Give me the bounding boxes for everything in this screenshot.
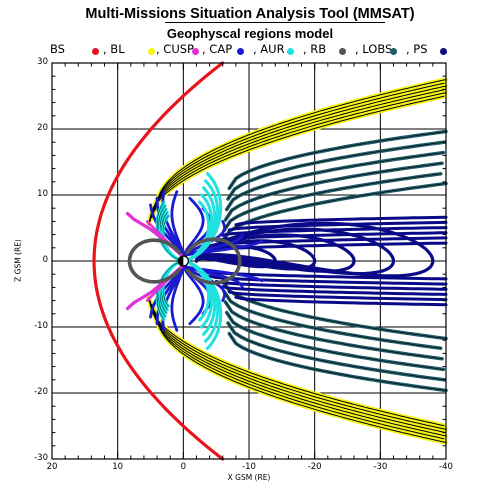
plasma-sheet-loop	[194, 227, 395, 276]
y-axis-label: Z GSM (RE)	[13, 239, 23, 282]
legend-label-bl: , BL	[103, 42, 125, 56]
lobe-field-line-outline	[223, 291, 441, 349]
y-tick-label: 0	[42, 255, 48, 265]
legend-swatch-cap	[237, 48, 244, 55]
boundary-layer-south-outline	[154, 311, 445, 440]
x-tick-label: 0	[180, 462, 187, 472]
plasma-sheet-line	[208, 274, 448, 286]
x-tick-label: -40	[439, 462, 453, 472]
x-tick-label: -20	[307, 462, 322, 472]
auroral-line-night	[185, 172, 223, 262]
legend-label-bs: BS	[50, 42, 65, 56]
y-tick-label: 10	[37, 189, 48, 199]
plasma-sheet-line	[208, 236, 448, 248]
polar-cap-line-north	[170, 190, 185, 258]
auroral-line-night	[185, 260, 223, 350]
plasma-sheet-line	[214, 280, 448, 291]
earth-night-side	[178, 256, 184, 266]
boundary-layer-north-outline	[156, 79, 447, 207]
legend-label-cap: , CAP	[202, 42, 233, 56]
polar-cap-line-north	[181, 220, 226, 258]
lobe-field-line-outline	[226, 152, 444, 210]
boundary-layer-south-outline	[149, 300, 447, 430]
boundary-layer-north-outline	[154, 82, 445, 211]
legend-swatch-bs	[92, 48, 99, 55]
plasma-sheet-line	[227, 290, 448, 302]
polar-cap-line-north	[181, 196, 205, 258]
legend-label-ps: , PS	[406, 42, 428, 56]
page-subtitle: Geophyscal regions model	[166, 26, 334, 41]
x-tick-label: 10	[112, 462, 124, 472]
polar-cap-line-south	[181, 264, 205, 326]
legend-swatch-bl	[148, 48, 155, 55]
y-tick-label: 30	[37, 57, 48, 67]
y-tick-label: -20	[34, 387, 48, 397]
lobe-field-line-outline	[222, 280, 447, 339]
plasma-sheet-line	[221, 285, 448, 296]
lobe-field-line-outline	[227, 322, 445, 381]
page-title: Multi-Missions Situation Analysis Tool (…	[85, 6, 415, 22]
radiation-belt-nightside	[185, 237, 242, 285]
x-tick-label: -30	[373, 462, 388, 472]
boundary-layer-south-outline	[156, 314, 447, 443]
lobe-field-line-outline	[226, 312, 444, 370]
polar-cap-line-south	[170, 264, 185, 332]
boundary-layer-south-outline	[151, 304, 445, 433]
lobe-field-line-outline	[225, 162, 443, 221]
plasma-sheet-line	[234, 215, 448, 227]
legend-swatch-lobs	[390, 48, 397, 55]
lobe-field-line-outline	[229, 333, 447, 391]
legend-label-cusp: , CUSP	[156, 42, 194, 56]
lobe-field-line-outline	[222, 183, 447, 242]
legend-label-lobs: , LOBS	[355, 42, 393, 56]
y-tick-label: 20	[37, 123, 48, 133]
polar-cap-line-south	[181, 264, 264, 283]
boundary-layer-south-outline	[153, 307, 447, 437]
x-tick-label: 20	[46, 462, 58, 472]
boundary-layer-north-outline	[148, 95, 445, 226]
title-divider	[165, 22, 385, 23]
polar-cap-line-north	[181, 239, 264, 258]
polar-cap-line-south	[181, 264, 226, 302]
y-tick-label: -30	[34, 453, 48, 463]
legend-swatch-cusp	[192, 48, 199, 55]
lobe-field-line-outline	[227, 141, 445, 200]
boundary-layer-north-outline	[149, 92, 447, 222]
boundary-layer-north-outline	[153, 85, 447, 215]
plasma-sheet-line	[234, 295, 448, 307]
y-tick-label: -10	[34, 321, 48, 331]
lobe-field-line-outline	[223, 173, 441, 231]
legend-swatch-rb	[339, 48, 346, 55]
x-tick-label: -10	[242, 462, 256, 472]
plasma-sheet-line	[227, 220, 448, 232]
legend-swatch-ps	[440, 48, 447, 55]
boundary-layer-south-outline	[148, 296, 445, 427]
legend-label-rb: , RB	[303, 42, 327, 56]
lobe-field-line-outline	[229, 131, 447, 189]
legend-swatch-aur	[287, 48, 294, 55]
plasma-sheet-line	[214, 231, 448, 242]
legend: BS , BL , CUSP , CAP , AUR , RB , LOBS , PS	[0, 42, 500, 60]
x-axis-label: X GSM (RE)	[227, 473, 271, 482]
bow-shock-curve	[92, 61, 225, 461]
boundary-layer-north-outline	[151, 89, 445, 218]
radiation-belt-dayside	[127, 238, 182, 284]
plasma-sheet-line	[221, 226, 448, 237]
legend-label-aur: , AUR	[253, 42, 285, 56]
lobe-field-line-outline	[225, 301, 443, 360]
